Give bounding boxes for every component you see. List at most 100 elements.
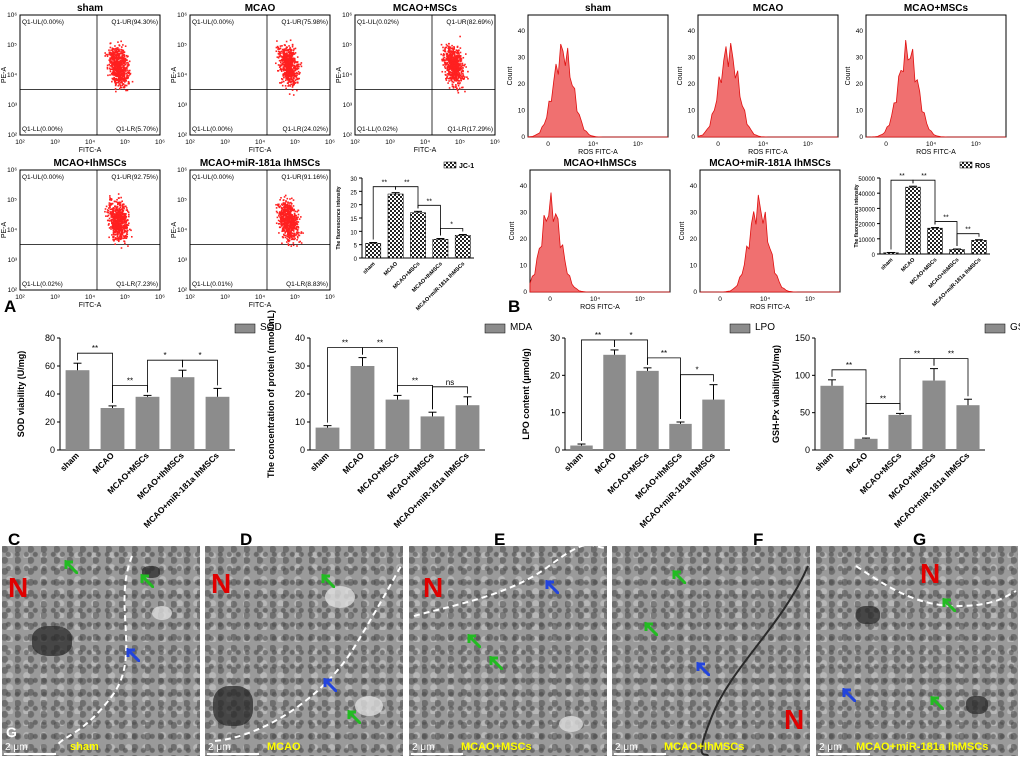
scatter-dot: [126, 59, 128, 61]
scatter-dot: [119, 52, 122, 55]
scatter-dot: [279, 198, 281, 201]
scatter-dot: [111, 77, 114, 80]
green-arrow-icon: [467, 634, 481, 648]
scatter-dot: [121, 215, 123, 217]
scatter-dot: [118, 52, 121, 55]
scatter-dot: [298, 65, 300, 68]
scatter-dot: [455, 64, 458, 66]
scatter-dot: [114, 57, 117, 59]
scatter-dot: [117, 226, 119, 228]
scatter-dot: [119, 229, 122, 231]
scatter-dot: [284, 213, 286, 215]
scatter-dot: [288, 224, 291, 226]
em-caption: MCAO+IhMSCs: [664, 741, 745, 753]
scatter-dot: [456, 55, 458, 57]
scatter-dot: [109, 51, 112, 54]
scatter-dot: [448, 67, 451, 70]
bar: [205, 396, 230, 450]
scatter-dot: [118, 50, 121, 52]
scatter-dot: [125, 59, 127, 62]
scatter-dot: [453, 53, 456, 56]
scatter-dot: [290, 204, 292, 207]
scatter-dot: [275, 203, 277, 206]
scatter-dot: [285, 79, 287, 82]
scatter-dot: [113, 219, 115, 222]
y-axis-label: LPO content (μmol/g): [521, 348, 531, 440]
y-tick-label: 20: [45, 417, 55, 427]
scatter-dot: [458, 87, 461, 90]
scatter-dot: [288, 58, 291, 60]
scatter-dot: [122, 216, 124, 219]
scatter-dot: [119, 75, 121, 77]
scatter-dot: [122, 60, 125, 62]
category-label: sham: [58, 450, 81, 473]
scatter-dot: [293, 53, 296, 55]
scatter-dot: [279, 82, 281, 84]
scatter-dot: [287, 224, 289, 227]
scatter-dot: [289, 55, 291, 58]
scatter-dot: [110, 208, 112, 211]
flow-tick-y: 10⁶: [342, 12, 352, 19]
scatter-dot: [448, 51, 451, 54]
quadrant-label: Q1-UL(0.00%): [192, 19, 234, 26]
scatter-dot: [461, 66, 463, 68]
scatter-dot: [455, 49, 458, 51]
scatter-dot: [283, 209, 285, 212]
scatter-dot: [109, 204, 111, 207]
scatter-dot: [286, 221, 289, 223]
flow-tick-x: 10²: [350, 139, 360, 146]
y-tick-label: 60: [45, 361, 55, 371]
scatter-dot: [289, 208, 292, 210]
scatter-dot: [119, 74, 122, 76]
scatter-dot: [294, 69, 297, 72]
scatter-dot: [293, 222, 296, 224]
quadrant-label: Q1-LL(0.00%): [22, 126, 63, 133]
significance-bracket: [182, 359, 218, 386]
scatter-dot: [288, 205, 291, 208]
scatter-dot: [128, 215, 130, 218]
scatter-dot: [444, 46, 447, 49]
scale-bar: [4, 753, 56, 755]
y-tick-label: 20: [550, 370, 560, 380]
scale-label: 2 μm: [819, 742, 842, 753]
scatter-dot: [126, 229, 129, 232]
scatter-dot: [284, 194, 287, 197]
scatter-dot: [293, 59, 295, 62]
category-label: MCAO+miR-181a IhMSCs: [392, 450, 472, 530]
scatter-dot: [120, 220, 123, 223]
scatter-dot: [290, 71, 293, 73]
scatter-dot: [119, 68, 121, 71]
scatter-dot: [120, 67, 122, 69]
scatter-dot: [131, 80, 134, 83]
scatter-dot: [454, 59, 457, 62]
scatter-dot: [287, 74, 290, 77]
histogram-ylabel: Count: [509, 222, 516, 241]
scatter-dot: [292, 76, 294, 79]
flow-tick-x: 10⁵: [455, 139, 465, 146]
scatter-dot: [125, 70, 127, 72]
scatter-dot: [122, 73, 125, 75]
histogram-xlabel: ROS FITC-A: [578, 149, 618, 156]
scatter-dot: [467, 70, 469, 73]
scatter-dot: [129, 73, 131, 76]
scatter-dot: [292, 80, 295, 83]
scatter-dot: [112, 57, 115, 59]
scatter-dot: [289, 225, 291, 227]
scatter-dot: [115, 47, 118, 50]
scatter-dot: [287, 71, 289, 74]
scatter-dot: [288, 80, 291, 83]
scatter-dot: [289, 60, 292, 63]
scatter-dot: [450, 74, 453, 77]
flow-tick-y: 10⁵: [7, 197, 17, 204]
scatter-dot: [120, 219, 123, 221]
y-tick-label: 40000: [858, 192, 875, 198]
scatter-dot: [114, 220, 116, 223]
scatter-dot: [116, 57, 119, 59]
scatter-dot: [289, 215, 292, 218]
scatter-dot: [283, 228, 286, 230]
scatter-dot: [119, 86, 122, 89]
scatter-dot: [109, 68, 112, 71]
scatter-dot: [287, 51, 290, 54]
